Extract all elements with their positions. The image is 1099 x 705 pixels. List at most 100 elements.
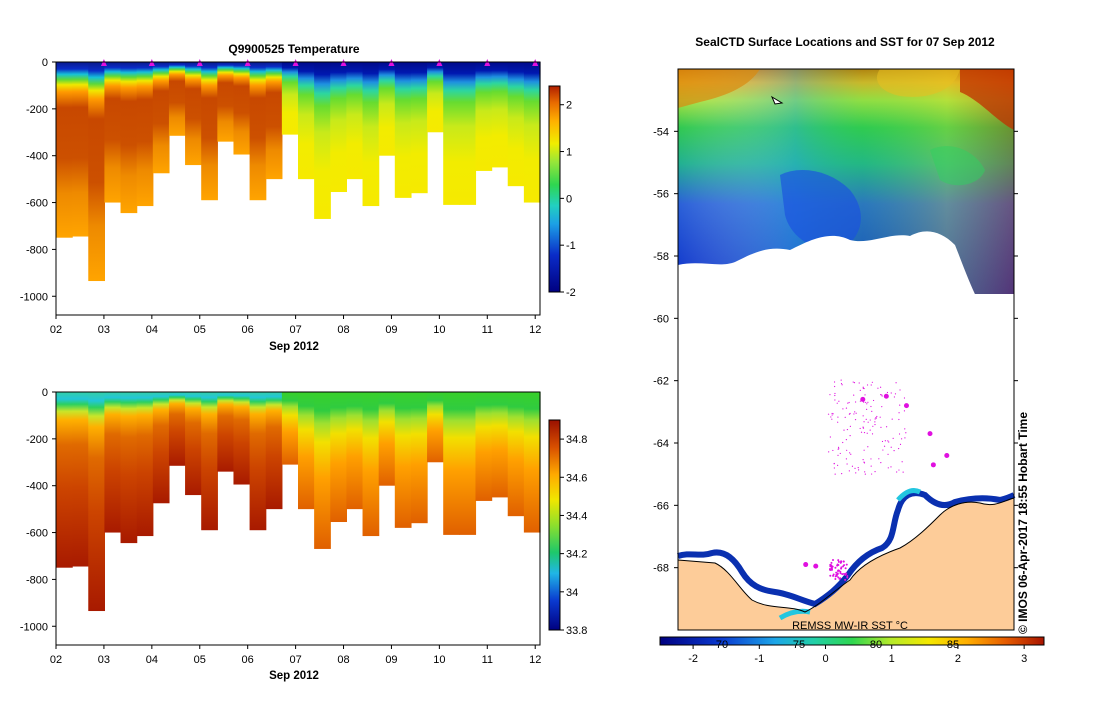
y-tick-label: 0 xyxy=(42,387,48,399)
sst-colorbar-overlay-ticks: 70 75 80 85 xyxy=(716,639,959,651)
track-dot xyxy=(831,412,833,415)
track-dot xyxy=(829,574,832,577)
track-dot xyxy=(887,440,889,442)
track-dot xyxy=(852,381,854,383)
track-point xyxy=(860,396,866,402)
track-dot xyxy=(849,435,851,437)
x-tick-label: 08 xyxy=(337,654,349,666)
track-dot xyxy=(875,416,877,419)
profile-column xyxy=(120,62,138,214)
track-dot xyxy=(870,465,872,467)
profile-column xyxy=(330,392,347,523)
profile-column xyxy=(168,392,186,466)
seal-track-points xyxy=(803,379,950,581)
x-tick-label: 11 xyxy=(482,654,493,666)
colorbar-tick-label: 34.6 xyxy=(566,472,587,484)
track-dot xyxy=(837,454,839,456)
sst-map-panel: SealCTD Surface Locations and SST for 07… xyxy=(653,35,1045,701)
salinity-x-axis: 02 03 04 05 06 07 08 09 10 11 12 xyxy=(50,645,541,666)
track-dot xyxy=(845,458,847,460)
track-dot xyxy=(845,407,848,409)
profile-column xyxy=(249,392,267,531)
profile-column xyxy=(265,62,283,180)
track-dot xyxy=(827,413,830,415)
y-tick-label: -800 xyxy=(26,574,48,586)
track-dot xyxy=(904,437,906,439)
x-tick-label: 06 xyxy=(242,654,254,666)
track-dot xyxy=(886,391,889,394)
profile-column xyxy=(410,62,428,194)
track-dot xyxy=(855,401,857,403)
track-dot xyxy=(833,381,836,383)
track-dot xyxy=(899,389,901,391)
profile-column xyxy=(314,392,331,549)
x-tick-label: 05 xyxy=(194,324,206,336)
profile-column xyxy=(298,392,315,510)
track-dot xyxy=(854,467,856,469)
track-dot xyxy=(834,385,836,388)
track-dot xyxy=(862,427,865,429)
profile-column xyxy=(72,392,89,567)
track-dot xyxy=(833,467,835,469)
profile-column xyxy=(443,392,460,535)
sst-overlay-tick-label: 80 xyxy=(870,639,882,651)
salinity-section xyxy=(56,392,541,612)
track-dot xyxy=(871,410,873,412)
track-dot xyxy=(898,469,900,471)
profile-column xyxy=(523,62,541,203)
track-dot xyxy=(838,448,840,450)
profile-column xyxy=(168,62,186,136)
colorbar-tick-label: 2 xyxy=(566,100,572,112)
track-dot xyxy=(857,467,859,469)
profile-column xyxy=(346,392,364,510)
profile-column xyxy=(217,62,235,142)
temperature-colorbar xyxy=(548,85,561,293)
profile-column xyxy=(330,62,347,193)
colorbar-tick-label: 1 xyxy=(566,147,572,159)
x-tick-label: 12 xyxy=(529,654,541,666)
track-dot xyxy=(865,401,867,404)
track-dot xyxy=(879,386,882,388)
track-dot xyxy=(881,406,883,408)
coastline xyxy=(677,497,1015,613)
x-tick-label: 06 xyxy=(242,324,254,336)
x-tick-label: 11 xyxy=(482,324,493,336)
salinity-colorbar-ticks: 34.8 34.6 34.4 34.2 34 33.8 xyxy=(560,434,587,637)
track-dot xyxy=(890,466,892,468)
warm-patch-west xyxy=(678,69,760,108)
profile-column xyxy=(362,62,380,207)
track-dot xyxy=(890,392,892,394)
track-dot xyxy=(871,473,873,475)
sst-colorbar-tick-label: -1 xyxy=(754,653,764,665)
track-dot xyxy=(828,451,830,453)
profile-column xyxy=(394,392,412,528)
profile-column xyxy=(201,392,218,531)
track-dot xyxy=(834,566,837,569)
track-dot xyxy=(842,565,845,568)
x-tick-label: 10 xyxy=(433,324,445,336)
track-dot xyxy=(859,400,861,402)
sst-colorbar-ticks: -2 -1 0 1 2 3 xyxy=(688,645,1027,665)
track-dot xyxy=(836,573,839,576)
track-dot xyxy=(881,440,884,443)
track-point xyxy=(930,462,936,468)
profile-column xyxy=(265,392,283,510)
track-dot xyxy=(880,426,882,428)
track-dot xyxy=(899,404,901,406)
track-dot xyxy=(845,563,848,566)
track-dot xyxy=(892,437,894,439)
track-dot xyxy=(840,567,843,570)
antarctica-land xyxy=(678,498,1014,630)
profile-column xyxy=(185,392,202,496)
track-dot xyxy=(893,396,896,398)
track-dot xyxy=(862,415,864,417)
green-patch xyxy=(930,146,985,186)
y-tick-label: -1000 xyxy=(20,621,48,633)
temperature-plot-frame xyxy=(55,61,541,316)
track-dot xyxy=(837,576,840,579)
track-dot xyxy=(879,416,881,418)
track-dot xyxy=(869,419,871,421)
track-dot xyxy=(885,426,888,428)
coastal-sst-cyan-2 xyxy=(778,608,811,621)
profile-column xyxy=(120,392,138,544)
